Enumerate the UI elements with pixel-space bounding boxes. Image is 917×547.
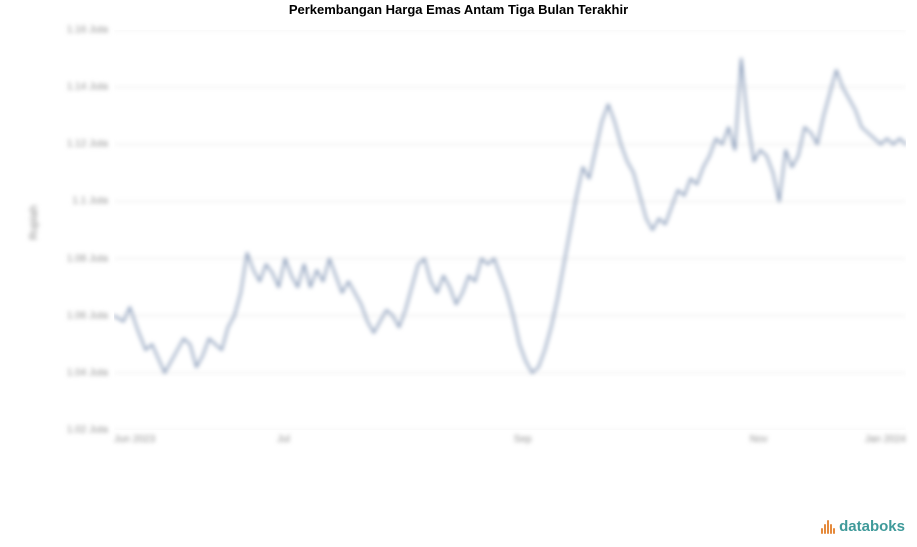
x-tick-label: Jun 2023 (114, 434, 155, 445)
price-line (114, 59, 906, 373)
brand-logo: databoks (821, 518, 905, 535)
plot-region (114, 30, 906, 430)
x-tick-label: Sep (514, 434, 532, 445)
chart-title: Perkembangan Harga Emas Antam Tiga Bulan… (0, 2, 917, 17)
x-tick-label: Jan 2024 (865, 434, 906, 445)
x-tick-label: Nov (750, 434, 768, 445)
databoks-icon (821, 520, 835, 534)
y-tick-label: 1.04 Juta (67, 367, 108, 378)
y-tick-label: 1.16 Juta (67, 25, 108, 36)
y-tick-label: 1.12 Juta (67, 139, 108, 150)
brand-text: databoks (839, 518, 905, 535)
y-tick-label: 1.02 Juta (67, 425, 108, 436)
x-tick-label: Jul (277, 434, 290, 445)
y-tick-label: 1.1 Juta (72, 196, 108, 207)
x-axis-labels: Jun 2023 Jul Sep Nov Jan 2024 (114, 432, 906, 450)
chart-area: Rupiah 1.02 Juta1.04 Juta1.06 Juta1.08 J… (36, 30, 906, 450)
y-tick-label: 1.08 Juta (67, 253, 108, 264)
y-tick-label: 1.06 Juta (67, 310, 108, 321)
y-tick-label: 1.14 Juta (67, 82, 108, 93)
y-axis-labels: 1.02 Juta1.04 Juta1.06 Juta1.08 Juta1.1 … (36, 30, 110, 430)
line-chart-svg (114, 30, 906, 430)
